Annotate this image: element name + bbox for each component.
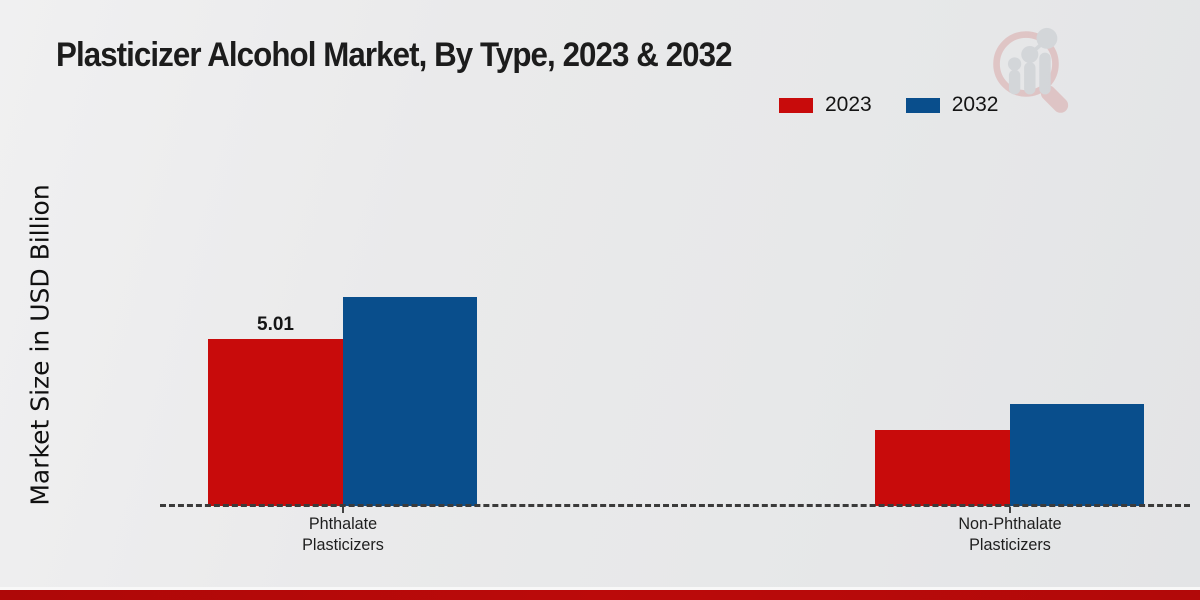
x-axis-tick xyxy=(342,507,344,513)
legend-swatch-2023 xyxy=(779,97,813,113)
legend-label-2023: 2023 xyxy=(825,93,872,116)
bar-value-label: 5.01 xyxy=(257,314,294,335)
chart-title: Plasticizer Alcohol Market, By Type, 202… xyxy=(56,36,733,74)
bar-2023-category-1 xyxy=(875,430,1010,506)
legend-swatch-2032 xyxy=(905,97,940,113)
x-axis-baseline xyxy=(160,504,1190,507)
x-axis-tick xyxy=(1009,507,1011,513)
legend: 2023 2032 xyxy=(779,93,998,117)
footer-divider xyxy=(0,587,1200,590)
category-label-non-phthalate: Non-Phthalate Plasticizers xyxy=(958,514,1062,555)
legend-label-2032: 2032 xyxy=(951,93,999,116)
bar-2032-category-1 xyxy=(1010,404,1144,506)
bar-2023-category-0 xyxy=(208,339,343,506)
magnifier-bar-chart-logo xyxy=(993,27,1069,113)
legend-item-2023: 2023 xyxy=(779,93,872,117)
bar-2032-category-0 xyxy=(343,297,477,506)
category-label-phthalate: Phthalate Plasticizers xyxy=(302,514,384,555)
legend-item-2032: 2032 xyxy=(905,93,999,117)
footer-red-bar xyxy=(0,590,1200,600)
